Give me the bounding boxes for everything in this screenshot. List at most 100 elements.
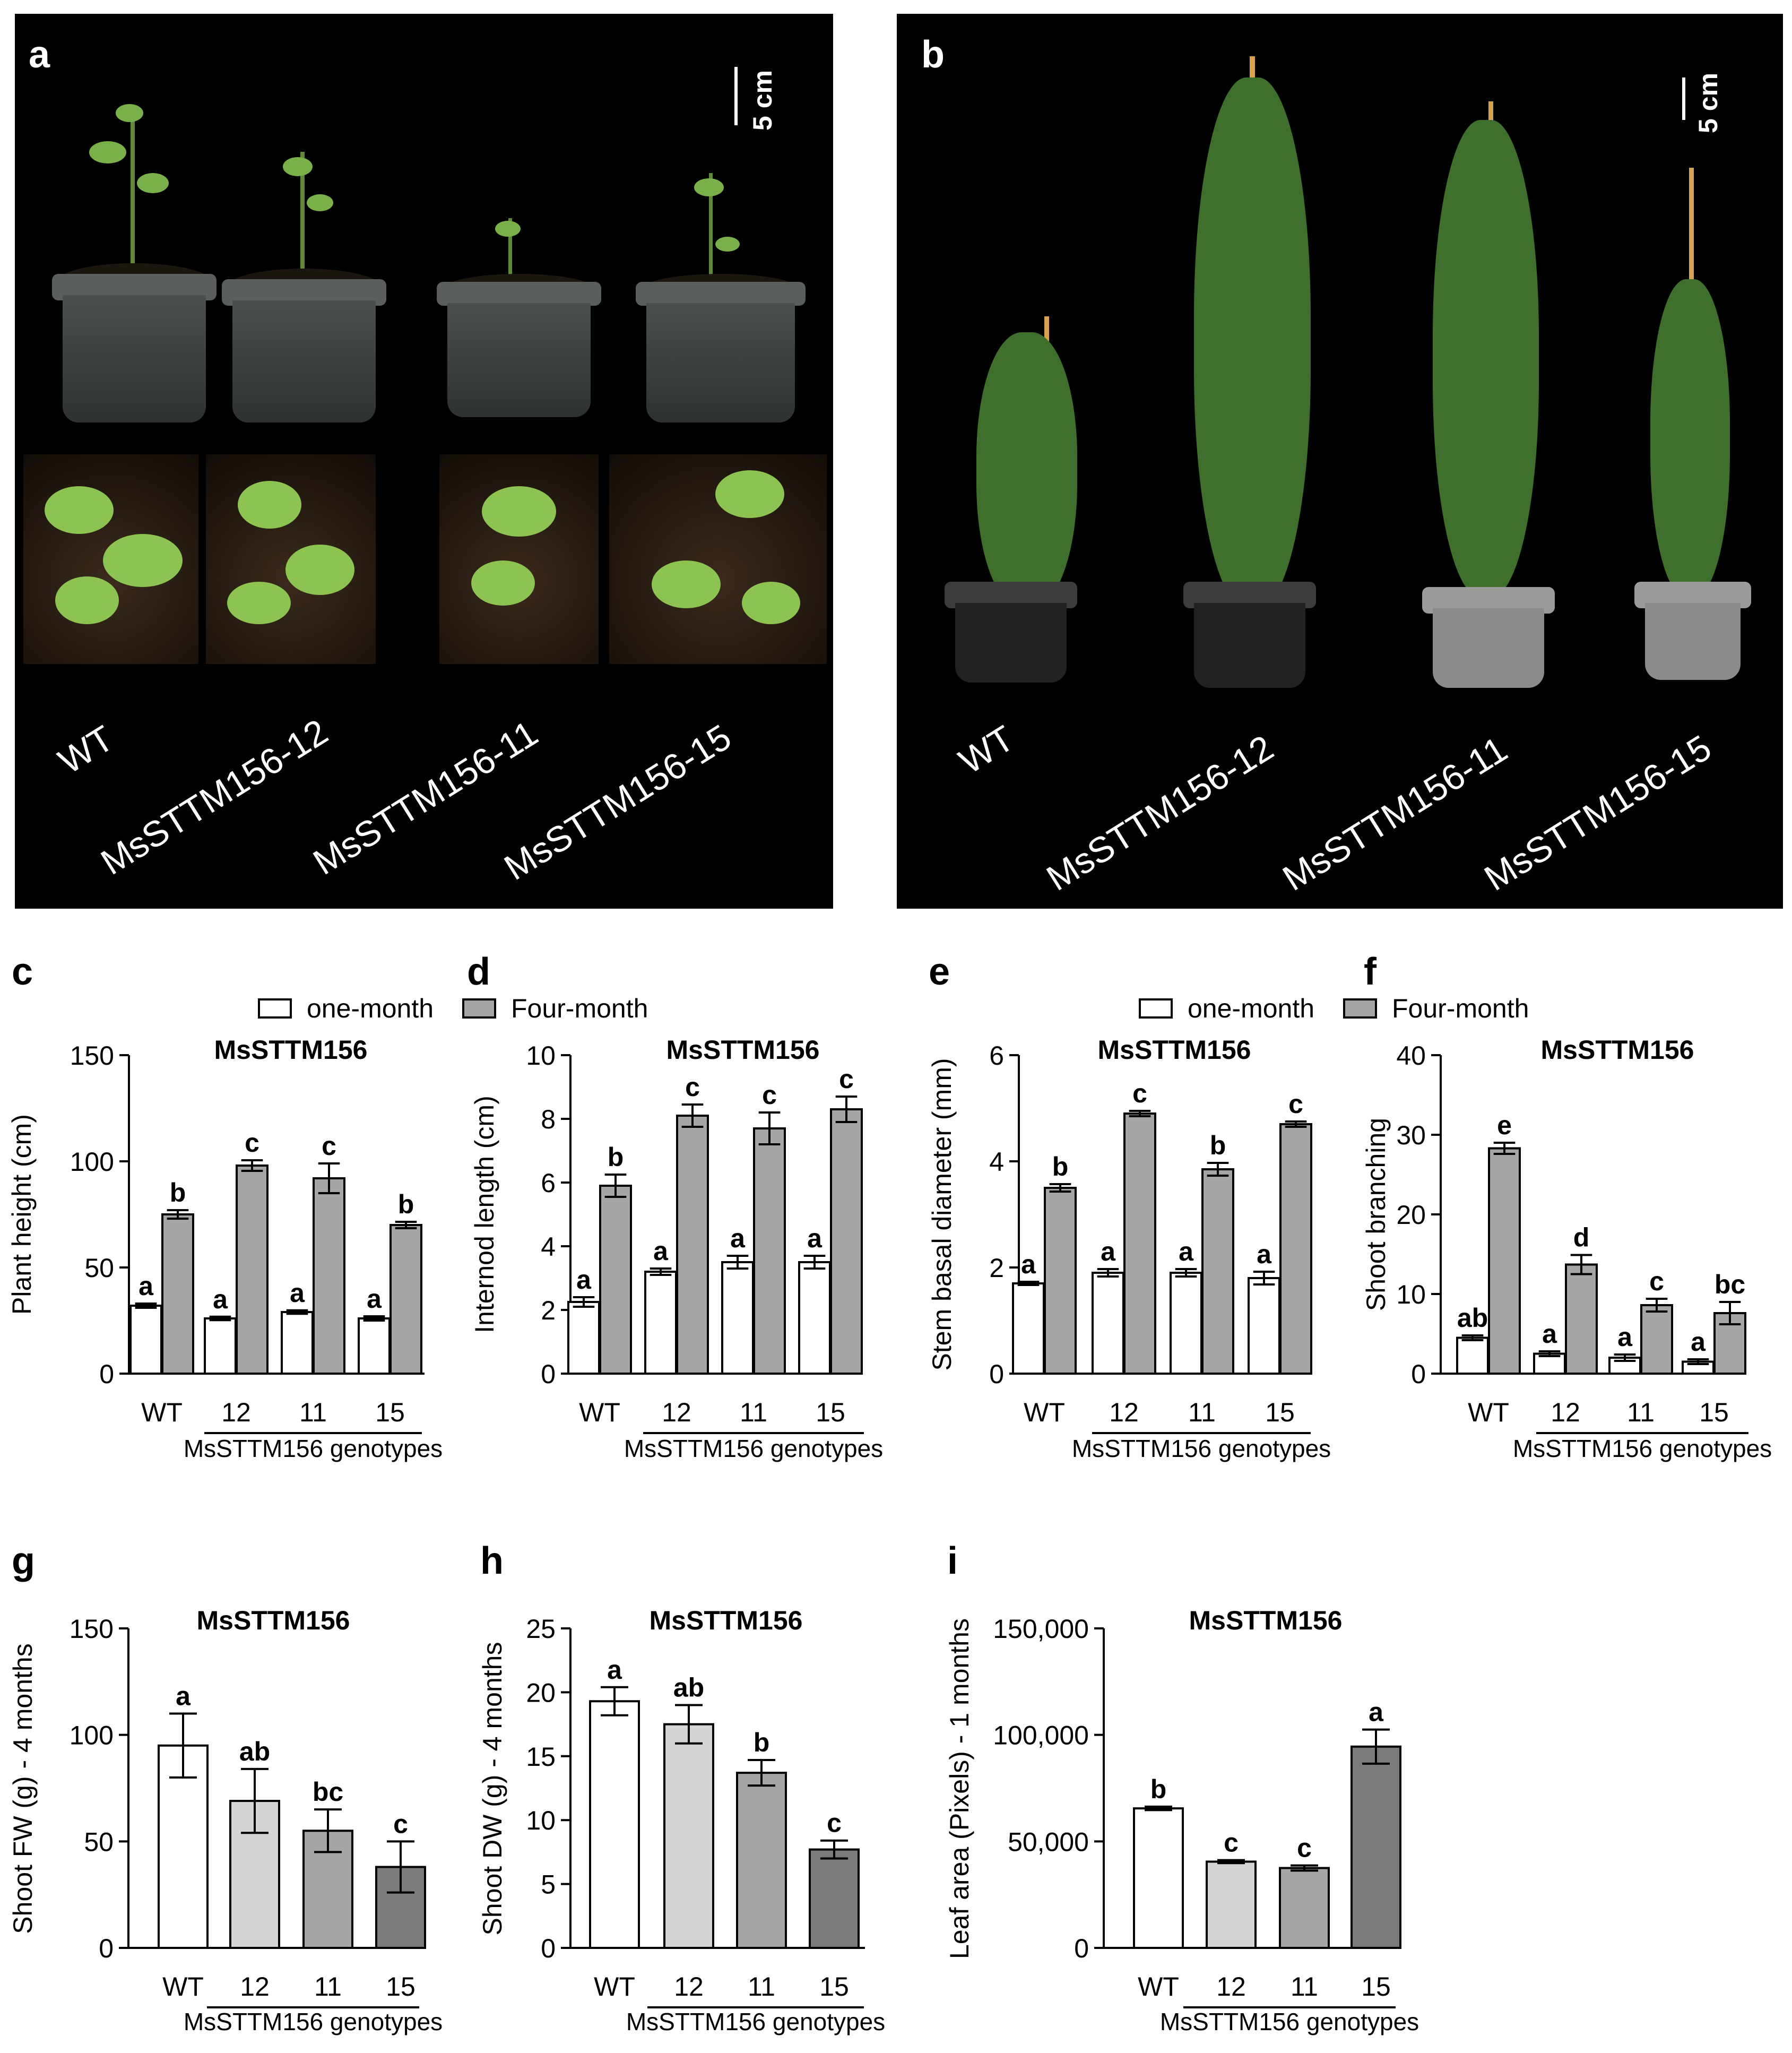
significance-letter-f: a — [1542, 1319, 1557, 1349]
genotype-label-15: MsSTTM156-15 — [1477, 727, 1718, 899]
significance-letter-e: a — [1179, 1237, 1194, 1266]
leaf-closeup-11 — [439, 454, 599, 664]
x-tick-label-e: 12 — [1109, 1398, 1139, 1427]
chart-title-c: MsSTTM156 — [214, 1035, 368, 1065]
bar-c-one-month — [358, 1317, 391, 1375]
y-tick-label-i: 0 — [1074, 1934, 1089, 1963]
y-tick-label-h: 25 — [526, 1614, 556, 1644]
bar-c-one-month — [281, 1311, 314, 1375]
significance-letter-i: c — [1224, 1828, 1239, 1858]
significance-letter-c: a — [290, 1278, 305, 1308]
x-tick-label-i: 12 — [1216, 1972, 1246, 2002]
significance-letter-f: bc — [1715, 1270, 1745, 1299]
bar-d-one-month — [721, 1261, 754, 1375]
x-tick-label-f: WT — [1468, 1398, 1509, 1427]
y-tick-label-c: 0 — [99, 1359, 114, 1389]
y-tick-label-f: 20 — [1396, 1200, 1426, 1230]
x-tick-label-h: 15 — [819, 1972, 849, 2002]
x-tick-label-d: 11 — [740, 1398, 767, 1427]
panel-letter-h: h — [480, 1540, 504, 1582]
bar-f-four-month — [1565, 1263, 1598, 1375]
panel-letter-d: d — [467, 951, 490, 993]
significance-letter-d: a — [576, 1265, 592, 1295]
bar-f-four-month — [1640, 1304, 1673, 1375]
significance-letter-f: e — [1497, 1110, 1512, 1140]
y-tick-label-i: 50,000 — [1008, 1827, 1089, 1857]
y-tick-label-c: 100 — [70, 1147, 114, 1177]
panel-letter-g: g — [12, 1540, 35, 1582]
bar-i — [1133, 1807, 1184, 1950]
bar-f-one-month — [1533, 1352, 1566, 1375]
bar-d-four-month — [830, 1108, 863, 1375]
y-axis-label-e: Stem basal diameter (mm) — [927, 1058, 957, 1370]
y-axis-label-d: Internod length (cm) — [470, 1095, 499, 1333]
y-tick-label-g: 150 — [70, 1614, 114, 1644]
y-tick-label-g: 0 — [99, 1934, 114, 1963]
significance-letter-c: a — [138, 1271, 154, 1301]
scale-bar-label: 5 cm — [1693, 73, 1723, 133]
x-tick-label-e: 11 — [1188, 1398, 1216, 1427]
chart-title-i: MsSTTM156 — [1189, 1606, 1343, 1635]
x-axis-label-e: MsSTTM156 genotypes — [1072, 1435, 1331, 1462]
y-tick-label-e: 2 — [989, 1253, 1004, 1283]
x-tick-label-c: 12 — [221, 1398, 251, 1427]
genotype-label-12: MsSTTM156-12 — [1040, 727, 1280, 899]
bar-e-four-month — [1044, 1187, 1077, 1375]
significance-letter-h: a — [607, 1655, 622, 1685]
bar-h — [809, 1848, 860, 1949]
photo-panel-a: a 5 cm — [15, 14, 833, 909]
bar-c-one-month — [129, 1305, 162, 1375]
y-tick-label-d: 0 — [541, 1359, 556, 1389]
bar-g — [229, 1800, 280, 1950]
x-tick-label-i: WT — [1138, 1972, 1179, 2002]
significance-letter-f: d — [1573, 1223, 1590, 1253]
bar-g — [302, 1830, 353, 1949]
x-tick-label-g: 12 — [240, 1972, 270, 2002]
y-tick-label-d: 4 — [541, 1232, 556, 1262]
chart-title-e: MsSTTM156 — [1098, 1035, 1251, 1065]
leaf-closeup-15 — [609, 454, 827, 664]
x-tick-label-f: 11 — [1627, 1398, 1655, 1427]
bar-e-four-month — [1123, 1112, 1156, 1375]
legend-label-one-month: one-month — [1188, 994, 1314, 1023]
significance-letter-e: b — [1210, 1131, 1226, 1160]
bar-i — [1351, 1745, 1401, 1949]
x-tick-label-g: 15 — [386, 1972, 415, 2002]
bar-e-one-month — [1092, 1272, 1124, 1375]
significance-letter-i: c — [1297, 1833, 1312, 1863]
bar-c-four-month — [161, 1213, 194, 1375]
leaf-closeup-wt — [23, 454, 198, 664]
significance-letter-d: c — [762, 1080, 777, 1110]
legend-swatch-four-month — [462, 998, 496, 1019]
bar-d-four-month — [676, 1115, 709, 1375]
significance-letter-g: ab — [239, 1737, 270, 1766]
bar-e-one-month — [1248, 1277, 1280, 1375]
bar-f-one-month — [1682, 1360, 1715, 1375]
chart-title-d: MsSTTM156 — [666, 1035, 820, 1065]
bar-f-one-month — [1608, 1357, 1641, 1375]
bar-e-four-month — [1201, 1168, 1234, 1375]
bar-c-one-month — [204, 1317, 237, 1375]
x-axis-label-i: MsSTTM156 genotypes — [1160, 2008, 1419, 2035]
y-tick-label-h: 20 — [526, 1678, 556, 1707]
bar-e-one-month — [1012, 1282, 1045, 1375]
y-tick-label-g: 50 — [84, 1827, 114, 1857]
x-tick-label-d: 12 — [662, 1398, 691, 1427]
significance-letter-c: b — [170, 1178, 186, 1207]
significance-letter-c: a — [367, 1284, 382, 1314]
panel-letter-i: i — [947, 1540, 958, 1582]
significance-letter-d: a — [653, 1236, 669, 1266]
significance-letter-e: a — [1021, 1249, 1036, 1279]
leaf-closeup-12 — [206, 454, 376, 664]
bar-g — [158, 1744, 209, 1950]
bar-g — [375, 1866, 426, 1950]
significance-letter-h: b — [754, 1728, 770, 1757]
y-tick-label-e: 0 — [989, 1359, 1004, 1389]
panel-letter-c: c — [12, 951, 33, 993]
y-tick-label-e: 6 — [989, 1041, 1004, 1071]
bar-h — [663, 1723, 714, 1950]
x-tick-label-i: 11 — [1291, 1972, 1318, 2002]
x-tick-label-e: 15 — [1265, 1398, 1295, 1427]
x-axis-label-h: MsSTTM156 genotypes — [626, 2008, 885, 2035]
y-tick-label-d: 10 — [526, 1041, 556, 1071]
